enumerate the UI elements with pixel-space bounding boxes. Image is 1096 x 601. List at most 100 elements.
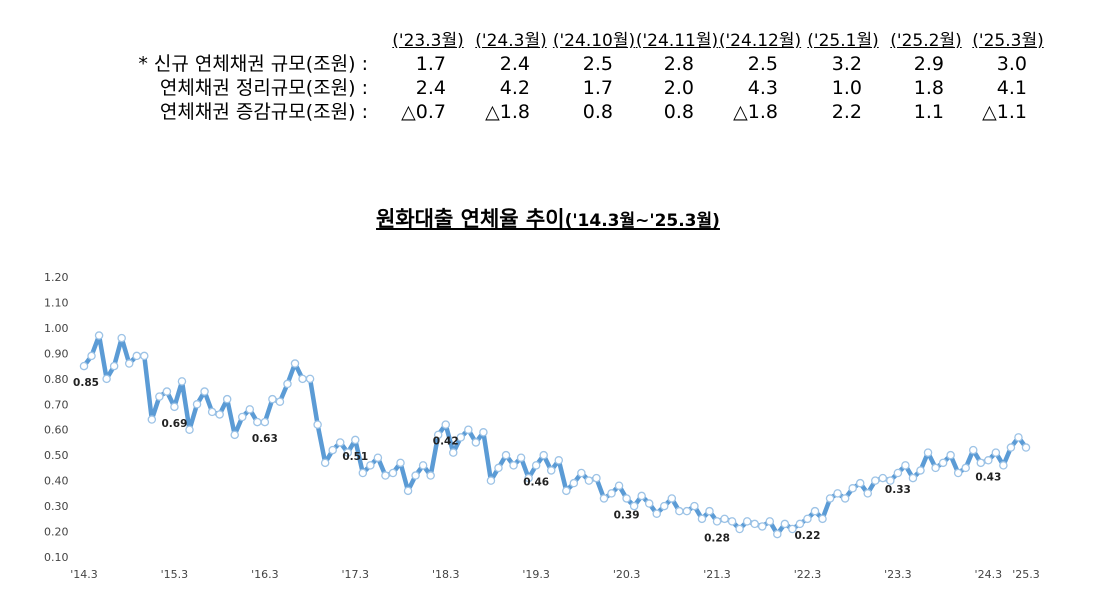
data-point: [705, 506, 714, 516]
data-point: [765, 517, 775, 526]
data-label: 0.22: [794, 530, 820, 542]
table-header-2: ('24.10월): [552, 31, 636, 51]
data-point: [863, 489, 872, 498]
data-point: [562, 486, 571, 496]
data-point: [494, 463, 503, 473]
data-point: [207, 407, 217, 417]
table-cell: 1.1: [913, 101, 944, 123]
table-cell: 2.5: [747, 53, 778, 75]
data-label: 0.28: [704, 532, 730, 544]
chart-title-main: 원화대출 연체율 추이: [376, 207, 565, 231]
data-point: [230, 430, 239, 440]
data-point: [124, 359, 134, 368]
table-cell: 4.3: [747, 77, 778, 99]
x-tick-label: '15.3: [161, 568, 189, 581]
y-tick-label: 0.30: [44, 500, 69, 513]
data-point: [629, 501, 639, 511]
table-cell: 0.8: [663, 101, 694, 123]
data-point: [456, 433, 466, 442]
data-point: [155, 392, 164, 401]
data-point: [464, 425, 473, 434]
data-point: [162, 387, 172, 396]
data-point: [855, 478, 865, 488]
data-point: [803, 514, 812, 524]
data-point: [607, 489, 616, 498]
data-point: [773, 529, 782, 539]
data-point: [486, 476, 496, 485]
data-point: [923, 448, 933, 457]
data-label: 0.42: [433, 436, 459, 448]
x-tick-label: '21.3: [703, 568, 731, 581]
table-cell: 4.2: [499, 77, 530, 99]
data-point: [968, 445, 978, 455]
table-cell: 0.8: [582, 101, 613, 123]
table-cell: 1.0: [831, 77, 862, 99]
data-point: [343, 448, 353, 457]
data-point: [147, 415, 157, 424]
data-point: [109, 361, 119, 371]
data-point: [878, 473, 888, 483]
data-point: [810, 506, 820, 516]
y-tick-label: 0.70: [44, 398, 69, 411]
data-point: [87, 351, 96, 361]
table-cell: 3.0: [996, 53, 1027, 75]
data-point: [818, 514, 827, 524]
y-tick-label: 0.50: [44, 449, 69, 462]
data-point: [509, 461, 518, 470]
table-cell: 2.0: [663, 77, 694, 99]
data-point: [886, 476, 895, 485]
table-cell: △1.1: [982, 101, 1027, 123]
data-point: [449, 448, 458, 457]
data-point: [614, 481, 624, 490]
data-point: [682, 506, 692, 516]
data-point: [351, 435, 360, 445]
data-point: [524, 473, 533, 483]
data-point: [433, 430, 443, 440]
data-point: [584, 476, 594, 485]
data-point: [132, 351, 142, 361]
data-point: [976, 458, 986, 468]
data-label: 0.53: [1066, 255, 1092, 258]
chart-title: 원화대출 연체율 추이('14.3월~'25.3월): [0, 203, 1096, 233]
data-point: [388, 468, 398, 478]
data-point: [652, 509, 661, 518]
data-point: [117, 333, 126, 343]
data-point: [908, 473, 918, 483]
data-point: [373, 453, 383, 462]
data-point: [953, 468, 963, 478]
table-cell: 1.7: [582, 77, 613, 99]
table-cell: 2.5: [582, 53, 613, 75]
x-tick-label: '24.3: [975, 568, 1003, 581]
data-point: [531, 461, 541, 470]
table-header-1: ('24.3월): [475, 31, 547, 51]
data-label: 0.51: [342, 451, 368, 463]
data-point: [1006, 443, 1016, 452]
data-point: [871, 476, 880, 485]
table-cell: 3.2: [831, 53, 862, 75]
data-point: [735, 524, 744, 534]
table-cell: △0.7: [401, 101, 446, 123]
data-point: [577, 468, 586, 478]
data-point: [757, 522, 767, 531]
x-tick-label: '19.3: [522, 568, 550, 581]
data-point: [660, 501, 669, 511]
data-point: [501, 450, 511, 460]
data-point: [215, 410, 224, 419]
table-header-5: ('25.1월): [807, 31, 879, 51]
x-tick-label: '20.3: [613, 568, 641, 581]
data-point: [426, 471, 435, 480]
data-point: [825, 494, 835, 503]
data-point: [381, 471, 390, 480]
y-tick-label: 0.90: [44, 347, 69, 360]
data-point: [283, 379, 292, 389]
data-point: [471, 438, 481, 447]
data-point: [795, 519, 805, 529]
data-point: [644, 499, 654, 508]
data-point: [516, 453, 526, 462]
data-point: [554, 456, 564, 465]
y-tick-label: 0.20: [44, 526, 69, 539]
data-point: [712, 517, 722, 526]
table-header-7: ('25.3월): [972, 31, 1044, 51]
table-cell: 1.7: [415, 53, 446, 75]
table-cell: 4.1: [996, 77, 1027, 99]
